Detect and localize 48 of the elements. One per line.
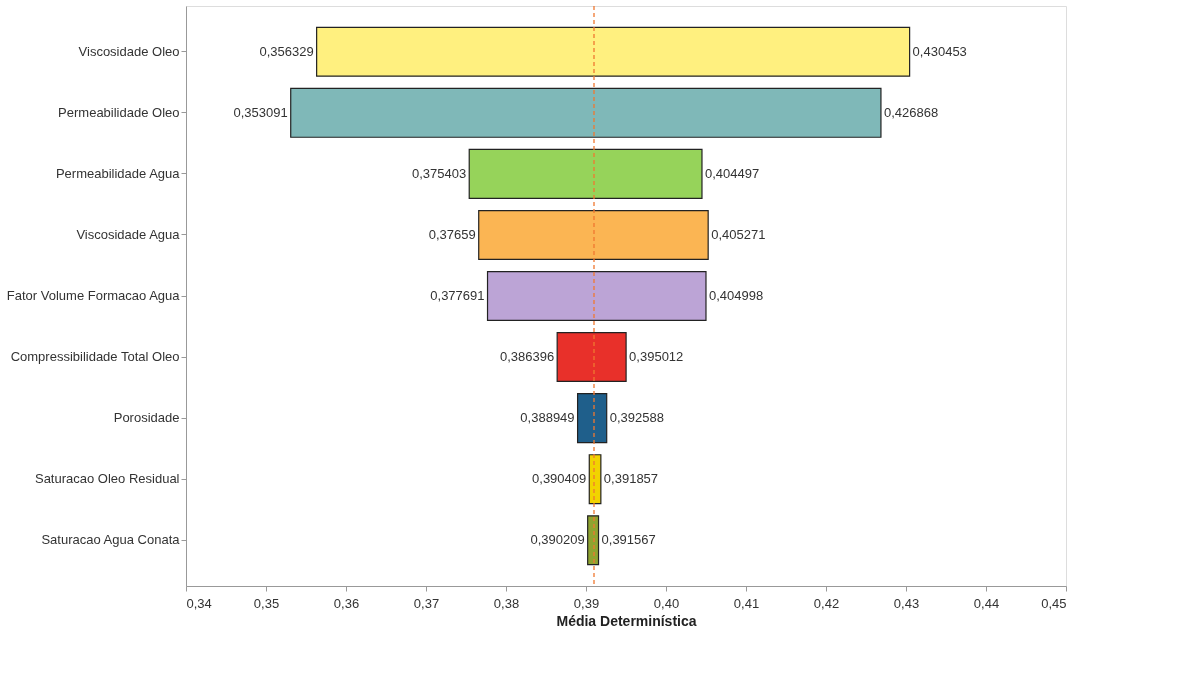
annotation: 0,391567 bbox=[601, 532, 656, 548]
y-tick-label: Permeabilidade Oleo bbox=[58, 104, 180, 120]
bar bbox=[478, 209, 709, 260]
annotation: 0,404497 bbox=[704, 165, 760, 181]
bar bbox=[468, 148, 703, 199]
y-tick-label: Fator Volume Formacao Agua bbox=[6, 288, 181, 303]
annotation: 0,390209 bbox=[530, 532, 585, 548]
annotation: 0,404998 bbox=[708, 288, 764, 303]
x-tick-label: 0,34 bbox=[186, 595, 212, 611]
annotation: 0,405271 bbox=[711, 226, 766, 242]
annotation: 0,390409 bbox=[532, 471, 587, 487]
annotation: 0,356329 bbox=[259, 43, 314, 59]
annotation: 0,426868 bbox=[883, 104, 939, 120]
x-tick-label: 0,39 bbox=[573, 595, 600, 611]
bar bbox=[486, 270, 707, 322]
y-tick-label: Viscosidade Agua bbox=[76, 226, 181, 242]
annotation: 0,377691 bbox=[430, 288, 485, 303]
annotation: 0,395012 bbox=[629, 349, 684, 365]
bar bbox=[316, 26, 911, 77]
x-tick-label: 0,45 bbox=[1041, 595, 1067, 611]
x-tick-label: 0,40 bbox=[653, 595, 680, 611]
x-tick-label: 0,43 bbox=[893, 595, 920, 611]
y-tick-label: Viscosidade Oleo bbox=[78, 43, 180, 59]
x-tick-label: 0,38 bbox=[493, 595, 520, 611]
y-tick-label: Saturacao Oleo Residual bbox=[34, 471, 180, 487]
annotation: 0,430453 bbox=[912, 43, 967, 59]
x-tick-label: 0,36 bbox=[333, 595, 360, 611]
y-tick-label: Saturacao Agua Conata bbox=[41, 532, 181, 548]
annotation: 0,388949 bbox=[520, 410, 575, 426]
annotation: 0,391857 bbox=[603, 471, 659, 487]
x-axis-title: Média Determinística bbox=[556, 612, 697, 629]
annotation: 0,37659 bbox=[428, 226, 476, 242]
annotation: 0,353091 bbox=[233, 104, 288, 120]
y-tick-label: Permeabilidade Agua bbox=[55, 165, 181, 181]
x-tick-label: 0,41 bbox=[733, 595, 760, 611]
bar bbox=[556, 332, 627, 383]
bar bbox=[290, 87, 882, 138]
x-tick-label: 0,42 bbox=[813, 595, 840, 611]
annotation: 0,375403 bbox=[411, 165, 467, 181]
x-tick-label: 0,37 bbox=[413, 595, 440, 611]
bar bbox=[588, 454, 602, 505]
x-tick-label: 0,44 bbox=[973, 595, 1000, 611]
annotation: 0,392588 bbox=[609, 410, 664, 426]
y-tick-label: Porosidade bbox=[113, 410, 180, 426]
y-tick-label: Compressibilidade Total Oleo bbox=[10, 349, 180, 365]
annotation: 0,386396 bbox=[499, 349, 555, 365]
x-tick-label: 0,35 bbox=[253, 595, 280, 611]
bar bbox=[576, 393, 608, 444]
